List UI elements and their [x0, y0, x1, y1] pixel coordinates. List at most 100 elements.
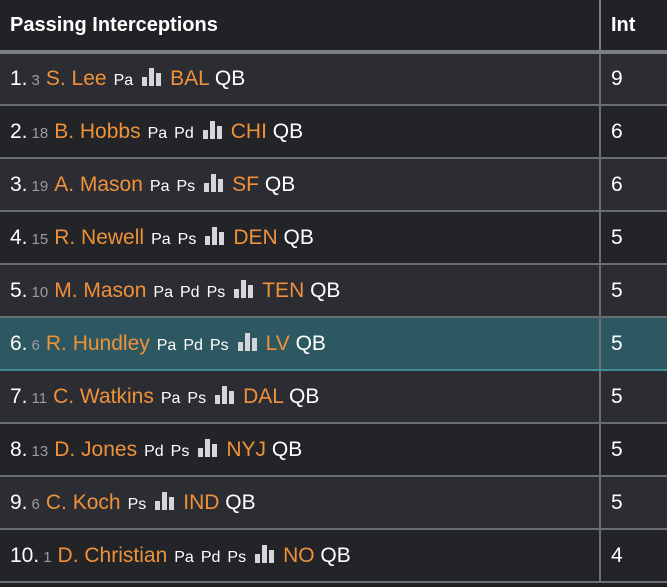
player-badge: Pd — [174, 124, 194, 142]
table-header: Passing Interceptions Int — [0, 0, 667, 54]
team-link[interactable]: DEN — [233, 225, 278, 249]
table-row[interactable]: 10. 1 D. Christian Pa Pd Ps NO QB 4 — [0, 529, 667, 583]
table-row[interactable]: 1. 3 S. Lee Pa BAL QB 9 — [0, 52, 667, 106]
table-row[interactable]: 8. 13 D. Jones Pd Ps NYJ QB 5 — [0, 423, 667, 477]
title-header: Passing Interceptions — [0, 0, 600, 54]
position: QB — [271, 437, 303, 461]
seed: 18 — [31, 124, 49, 142]
bar-chart-icon[interactable] — [234, 279, 254, 298]
player-name-link[interactable]: A. Mason — [54, 172, 143, 196]
player-name-link[interactable]: C. Watkins — [53, 384, 154, 408]
player-badge: Ps — [227, 548, 247, 566]
team-link[interactable]: LV — [265, 331, 290, 355]
table-row[interactable]: 2. 18 B. Hobbs Pa Pd CHI QB 6 — [0, 105, 667, 159]
player-name-link[interactable]: M. Mason — [54, 278, 147, 302]
table-row[interactable]: 3. 19 A. Mason Pa Ps SF QB 6 — [0, 158, 667, 212]
position: QB — [225, 490, 256, 514]
player-name-link[interactable]: S. Lee — [45, 67, 107, 90]
seed: 11 — [31, 389, 48, 407]
int-value: 5 — [599, 370, 667, 424]
int-header[interactable]: Int — [599, 0, 667, 54]
player-name-link[interactable]: B. Hobbs — [54, 119, 141, 143]
player-badge: Pa — [113, 72, 134, 89]
bar-chart-icon[interactable] — [202, 120, 222, 139]
rank: 3. — [10, 172, 28, 196]
bar-chart-icon[interactable] — [205, 226, 225, 245]
position: QB — [264, 172, 296, 196]
bar-chart-icon[interactable] — [237, 332, 257, 351]
int-value: 9 — [599, 52, 667, 106]
player-badge: Pd — [200, 548, 221, 566]
rank: 1. — [10, 67, 28, 90]
position: QB — [295, 331, 326, 355]
bar-chart-icon[interactable] — [198, 438, 218, 457]
seed: 1 — [43, 548, 52, 566]
rank: 10. — [10, 543, 40, 567]
player-badge: Pa — [160, 389, 181, 407]
player-badge: Pa — [149, 177, 170, 195]
table-row[interactable]: 7. 11 C. Watkins Pa Ps DAL QB 5 — [0, 370, 667, 424]
team-link[interactable]: DAL — [243, 384, 284, 408]
bar-chart-icon[interactable] — [204, 173, 224, 192]
player-badge: Pa — [156, 336, 177, 354]
team-link[interactable]: IND — [183, 490, 220, 514]
seed: 6 — [31, 336, 40, 354]
bar-chart-icon[interactable] — [215, 385, 235, 404]
table-row[interactable]: 4. 15 R. Newell Pa Ps DEN QB 5 — [0, 211, 667, 265]
player-badge: Ps — [206, 283, 226, 301]
team-link[interactable]: SF — [232, 172, 260, 196]
player-badge: Ps — [170, 442, 190, 460]
player-cell: 5. 10 M. Mason Pa Pd Ps TEN QB — [0, 264, 600, 318]
int-value: 6 — [599, 158, 667, 212]
player-badge: Pd — [179, 283, 200, 301]
table-row[interactable]: 5. 10 M. Mason Pa Pd Ps TEN QB 5 — [0, 264, 667, 318]
team-link[interactable]: CHI — [230, 119, 267, 143]
player-badge: Pa — [147, 124, 168, 142]
int-value: 5 — [599, 476, 667, 530]
rank: 8. — [10, 437, 28, 461]
player-badge: Pa — [151, 230, 171, 248]
player-badge: Pa — [174, 548, 194, 566]
team-link[interactable]: NYJ — [226, 437, 267, 461]
player-name-link[interactable]: D. Christian — [57, 543, 168, 567]
player-name-link[interactable]: C. Koch — [45, 490, 121, 514]
seed: 19 — [31, 177, 49, 195]
team-link[interactable]: NO — [283, 543, 315, 567]
player-cell: 1. 3 S. Lee Pa BAL QB — [0, 52, 600, 106]
player-cell: 10. 1 D. Christian Pa Pd Ps NO QB — [0, 529, 600, 583]
player-cell: 4. 15 R. Newell Pa Ps DEN QB — [0, 211, 600, 265]
table-row[interactable]: 9. 6 C. Koch Ps IND QB 5 — [0, 476, 667, 530]
position: QB — [320, 543, 351, 567]
player-name-link[interactable]: D. Jones — [54, 437, 138, 461]
int-value: 5 — [599, 316, 667, 371]
rank: 6. — [10, 331, 28, 355]
player-badge: Ps — [127, 495, 147, 513]
seed: 15 — [31, 230, 49, 248]
int-value: 5 — [599, 423, 667, 477]
rank: 5. — [10, 278, 28, 302]
table-row[interactable]: 6. 6 R. Hundley Pa Pd Ps LV QB 5 — [0, 316, 667, 371]
int-value: 6 — [599, 105, 667, 159]
team-link[interactable]: BAL — [170, 67, 210, 90]
bar-chart-icon[interactable] — [155, 491, 175, 510]
player-name-link[interactable]: R. Newell — [54, 225, 145, 249]
player-cell: 7. 11 C. Watkins Pa Ps DAL QB — [0, 370, 600, 424]
player-badge: Ps — [187, 389, 207, 407]
player-cell: 6. 6 R. Hundley Pa Pd Ps LV QB — [0, 316, 600, 371]
bar-chart-icon[interactable] — [142, 68, 162, 86]
rank: 4. — [10, 225, 28, 249]
player-name-link[interactable]: R. Hundley — [45, 331, 150, 355]
player-cell: 3. 19 A. Mason Pa Ps SF QB — [0, 158, 600, 212]
int-value: 5 — [599, 264, 667, 318]
player-cell: 8. 13 D. Jones Pd Ps NYJ QB — [0, 423, 600, 477]
rank: 9. — [10, 490, 28, 514]
player-badge: Ps — [177, 230, 197, 248]
player-badge: Pd — [183, 336, 203, 354]
int-value: 5 — [599, 211, 667, 265]
bar-chart-icon[interactable] — [255, 544, 275, 563]
rank: 7. — [10, 384, 28, 408]
player-badge: Ps — [176, 177, 196, 195]
player-cell: 9. 6 C. Koch Ps IND QB — [0, 476, 600, 530]
team-link[interactable]: TEN — [262, 278, 305, 302]
